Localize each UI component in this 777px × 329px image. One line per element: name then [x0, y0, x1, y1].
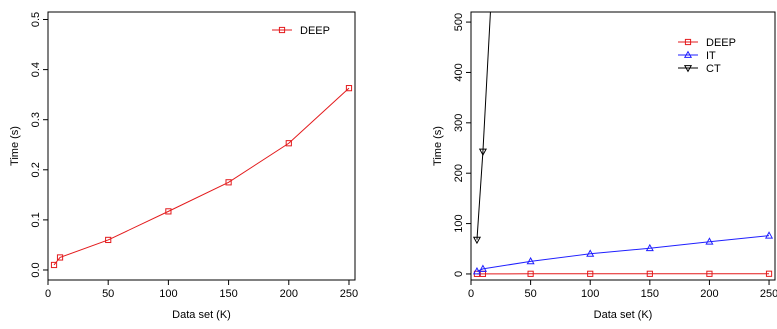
data-point-deep [706, 270, 713, 277]
x-tick-label: 200 [700, 288, 718, 300]
legend-item-deep: DEEP [272, 25, 330, 37]
data-point-deep [50, 261, 58, 269]
y-tick-label: 0.2 [30, 162, 42, 177]
y-tick-label: 0.0 [30, 262, 42, 277]
y-tick-label: 100 [453, 214, 465, 232]
data-point-it [526, 256, 535, 265]
data-point-deep [527, 270, 534, 277]
data-point-deep [587, 270, 594, 277]
y-tick-label: 0.5 [30, 12, 42, 27]
x-tick-label: 0 [45, 288, 51, 300]
series-deep [50, 85, 353, 269]
x-tick-label: 100 [581, 288, 599, 300]
data-point-ct [472, 236, 482, 245]
y-axis-title: Time (s) [9, 126, 21, 166]
x-tick-label: 50 [524, 288, 536, 300]
data-point-deep [56, 254, 64, 261]
data-point-deep [285, 140, 292, 147]
legend-item-deep: DEEP [678, 37, 736, 49]
right-chart-panel: 0 50 100 150 200 250 0 100 200 300 400 500 Data set … [432, 11, 777, 321]
plot-frame [47, 11, 356, 281]
left-chart-panel: 0 50 100 150 200 250 0.0 0.1 0.2 0.3 0.4 0.5 Data se… [9, 11, 358, 321]
data-point-it [472, 267, 482, 275]
x-tick-label: 100 [159, 288, 177, 300]
plot-area [472, 12, 774, 277]
legend-marker [683, 65, 693, 73]
legend-item-ct: CT [678, 63, 721, 75]
legend-marker [278, 26, 286, 34]
series-line-ct [476, 12, 491, 240]
series-it [472, 231, 774, 275]
legend-item-it: IT [678, 50, 716, 62]
y-tick-label: 200 [453, 164, 465, 182]
x-tick-label: 0 [468, 288, 474, 300]
y-tick-label: 400 [453, 63, 465, 81]
data-point-it [586, 249, 595, 257]
x-tick-label: 150 [641, 288, 659, 300]
y-axis-title: Time (s) [432, 126, 444, 166]
legend-label: CT [706, 63, 721, 75]
y-tick-label: 0.4 [30, 62, 42, 77]
y-tick-label: 300 [453, 114, 465, 132]
legend-label: DEEP [706, 37, 736, 49]
data-point-it [705, 237, 714, 245]
series-deep [473, 270, 773, 277]
legend-label: DEEP [300, 25, 330, 37]
legend-marker [683, 50, 693, 58]
x-axis-title: Data set (K) [594, 309, 653, 321]
data-point-ct [478, 148, 487, 156]
x-tick-label: 50 [102, 288, 114, 300]
x-tick-label: 150 [219, 288, 237, 300]
data-point-deep [765, 270, 773, 277]
data-point-it [478, 264, 487, 272]
data-point-deep [646, 270, 653, 277]
series-line-deep [53, 87, 350, 266]
legend-label: IT [706, 50, 716, 62]
series-line-it [476, 235, 770, 272]
data-point-deep [225, 179, 232, 186]
series-ct [472, 12, 491, 245]
legend-marker [684, 38, 692, 46]
y-tick-label: 500 [453, 13, 465, 31]
x-tick-label: 200 [280, 288, 298, 300]
y-tick-label: 0 [453, 271, 465, 277]
plot-frame [470, 11, 776, 281]
data-point-it [645, 243, 654, 252]
x-axis-title: Data set (K) [172, 309, 231, 321]
y-tick-label: 0.3 [30, 112, 42, 127]
data-point-deep [105, 236, 112, 244]
data-point-deep [165, 208, 172, 215]
data-point-deep [345, 85, 353, 92]
plot-area [50, 85, 353, 269]
x-tick-label: 250 [760, 288, 777, 300]
data-point-it [764, 231, 774, 239]
y-tick-label: 0.1 [30, 212, 42, 227]
x-tick-label: 250 [340, 288, 358, 300]
